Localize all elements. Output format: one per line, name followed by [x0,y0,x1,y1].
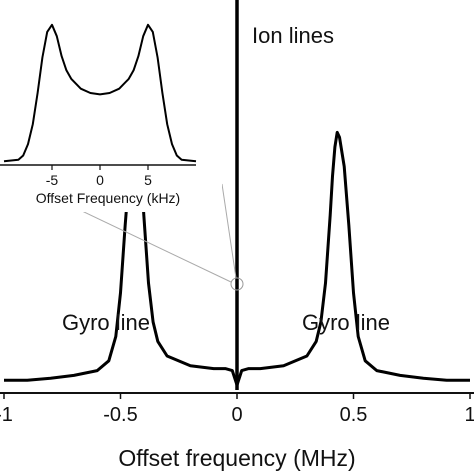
main-x-tick-label: -0.5 [103,404,137,426]
inset-chart: -5 0 5 Offset Frequency (kHz) [0,0,222,212]
main-x-tick-label: -1 [0,404,13,426]
zoom-connector-line-right [221,183,237,279]
main-x-tick-label: 0 [231,404,242,426]
annotation-label: Gyro line [62,310,150,335]
zoom-region-circle [230,277,244,291]
annotation-label: Gyro line [302,310,390,335]
inset-background [0,0,222,212]
inset-x-axis-title: Offset Frequency (kHz) [36,190,180,206]
main-x-ticks: -1 -0.5 0 0.5 1 [0,393,474,426]
inset-series-line [3,23,197,163]
main-x-axis-title: Offset frequency (MHz) [118,445,355,471]
annotation-label: Ion lines [252,23,334,48]
inset-x-tick-label: -5 [46,172,59,188]
inset-x-tick-label: 0 [96,172,104,188]
inset-x-tick-label: 5 [144,172,152,188]
inset-series-group [3,23,197,163]
main-annotations: Gyro line Gyro line Ion lines [62,23,390,335]
main-axes: -1 -0.5 0 0.5 1 Offset frequency (MHz) [0,392,474,471]
main-x-tick-label: 1 [464,404,474,426]
main-x-tick-label: 0.5 [340,404,368,426]
inset-x-ticks: -5 0 5 [46,165,152,188]
